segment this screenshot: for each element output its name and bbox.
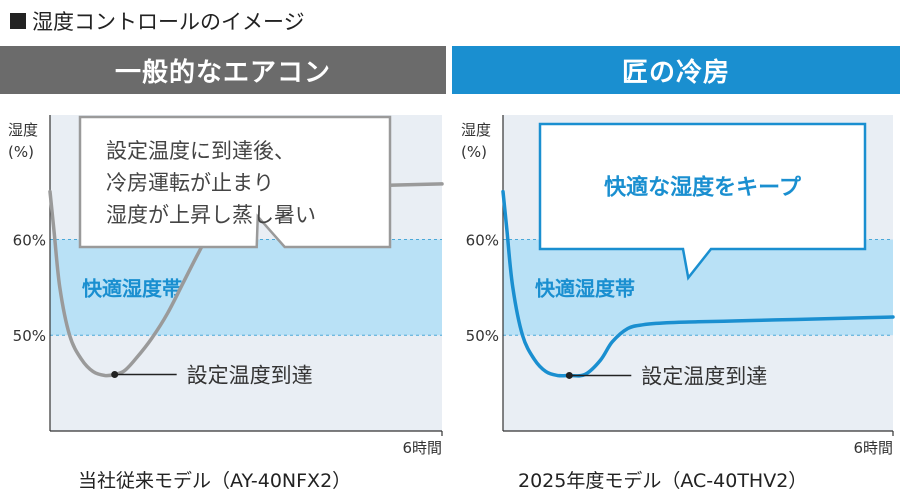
y-axis-label: (%) <box>8 143 34 161</box>
callout-line: 設定温度に到達後、 <box>106 139 295 163</box>
band-label: 快適湿度帯 <box>82 276 182 300</box>
callout-line: 冷房運転が止まり <box>106 171 274 195</box>
callout-bubble <box>538 122 867 281</box>
marker-label: 設定温度到達 <box>641 364 767 388</box>
page-title: 湿度コントロールのイメージ <box>32 10 305 34</box>
x-axis-label: 6時間 <box>402 439 442 457</box>
header-takumi: 匠の冷房 <box>452 46 900 94</box>
callout-line: 快適な湿度をキープ <box>604 175 802 201</box>
header-conventional: 一般的なエアコン <box>0 46 446 94</box>
y-axis-label: (%) <box>461 143 487 161</box>
y-tick-label: 50% <box>13 327 46 345</box>
comfort-band <box>50 239 442 336</box>
x-axis-label: 6時間 <box>853 439 893 457</box>
y-tick-label: 60% <box>13 231 46 249</box>
caption-conventional: 当社従来モデル（AY-40NFX2） <box>78 470 352 492</box>
setpoint-marker <box>111 371 119 379</box>
band-label: 快適湿度帯 <box>535 276 635 300</box>
y-axis-label: 湿度 <box>461 121 491 139</box>
marker-label: 設定温度到達 <box>187 364 313 388</box>
caption-takumi: 2025年度モデル（AC-40THV2） <box>518 470 808 492</box>
callout-bubble <box>78 115 392 249</box>
setpoint-marker <box>565 371 573 379</box>
chart-panel-2: 60% 50% 快適湿度帯 湿度 (%) 6時間 設定温度到達 快適な湿度をキープ <box>461 115 895 457</box>
page-title-row: 湿度コントロールのイメージ <box>10 6 305 36</box>
y-axis-label: 湿度 <box>8 121 38 139</box>
callout-line: 湿度が上昇し蒸し暑い <box>106 203 316 227</box>
humidity-curve <box>501 189 895 378</box>
chart-panel-1: 60% 50% 快適湿度帯 湿度 (%) 6時間 設定温度到達 設定温度に到達後、冷房運転が止… <box>8 115 444 457</box>
y-tick-label: 50% <box>466 327 499 345</box>
y-tick-label: 60% <box>466 231 499 249</box>
square-bullet-icon <box>10 13 26 29</box>
